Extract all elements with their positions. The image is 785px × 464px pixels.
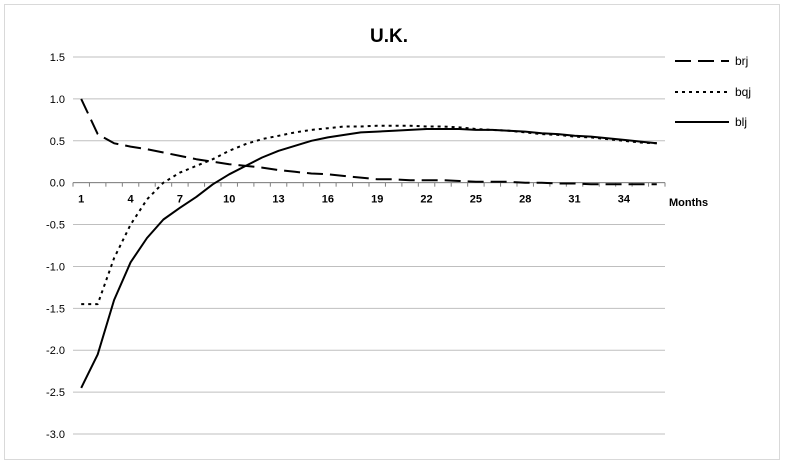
x-tick-label: 1 <box>78 194 84 206</box>
series-lines <box>80 98 657 389</box>
y-tick-label: 0.5 <box>50 136 65 148</box>
x-axis-ticks: 1 4 7 10 13 16 19 22 25 28 31 34 <box>78 194 631 206</box>
x-tick-label: 34 <box>618 194 631 206</box>
x-tick-label: 31 <box>568 194 580 206</box>
y-tick-label: -0.5 <box>46 220 65 232</box>
legend-label-brj: brj <box>735 54 748 68</box>
y-tick-label: 0.0 <box>50 178 65 190</box>
y-axis-ticks: 1.5 1.0 0.5 0.0 -0.5 -1.0 -1.5 -2.0 -2.5 -3.0 <box>46 52 65 441</box>
y-tick-label: -2.5 <box>46 387 65 399</box>
x-tick-label: 10 <box>223 194 235 206</box>
x-tick-label: 4 <box>127 194 134 206</box>
x-tick-label: 7 <box>177 194 183 206</box>
gridlines <box>73 56 665 435</box>
x-tick-label: 19 <box>371 194 383 206</box>
x-tick-label: 16 <box>322 194 334 206</box>
y-tick-label: -1.0 <box>46 261 65 273</box>
x-tick-label: 13 <box>272 194 284 206</box>
chart-title: U.K. <box>370 26 408 47</box>
legend-label-blj: blj <box>735 115 747 129</box>
x-tick-label: 25 <box>470 194 482 206</box>
x-tick-label: 28 <box>519 194 531 206</box>
x-axis-label: Months <box>669 197 708 209</box>
y-tick-label: 1.0 <box>50 94 65 106</box>
series-line-blj <box>80 128 657 389</box>
chart-frame: 1.5 1.0 0.5 0.0 -0.5 -1.0 -1.5 -2.0 -2.5 -3.0 1 4 7… <box>4 4 780 460</box>
x-tick-label: 22 <box>420 194 432 206</box>
y-tick-label: -2.0 <box>46 345 65 357</box>
y-tick-label: -3.0 <box>46 429 65 441</box>
line-chart: 1.5 1.0 0.5 0.0 -0.5 -1.0 -1.5 -2.0 -2.5 -3.0 1 4 7… <box>46 26 751 441</box>
series-line-brj <box>80 98 657 186</box>
y-tick-label: 1.5 <box>50 52 65 64</box>
y-tick-label: -1.5 <box>46 303 65 315</box>
series-line-bqj <box>81 124 657 306</box>
legend-label-bqj: bqj <box>735 85 751 99</box>
legend: brj bqj blj <box>675 54 751 129</box>
